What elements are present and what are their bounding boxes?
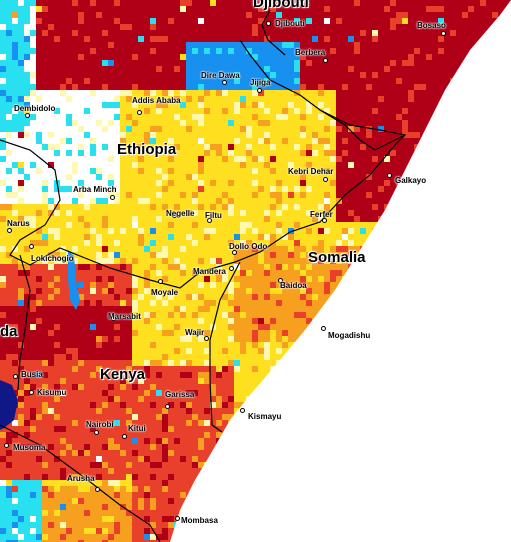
city-label-mandera: Mandera bbox=[193, 267, 226, 276]
city-label-filtu: Filtu bbox=[205, 211, 222, 220]
city-label-dollo-odo: Dollo Odo bbox=[229, 242, 268, 251]
city-label-ferfer: Ferfer bbox=[310, 210, 333, 219]
city-marker-mombasa bbox=[175, 516, 180, 521]
city-marker-mogadishu bbox=[321, 326, 326, 331]
city-marker-moyale bbox=[158, 279, 163, 284]
city-label-garissa: Garissa bbox=[165, 390, 195, 399]
city-label-wajir: Wajir bbox=[185, 328, 205, 337]
city-marker-busia bbox=[13, 374, 18, 379]
city-label-kitui: Kitui bbox=[128, 424, 146, 433]
city-marker-filtu bbox=[207, 218, 212, 223]
city-label-mombasa: Mombasa bbox=[181, 516, 218, 525]
city-label-djibouti: Djibouti bbox=[275, 19, 305, 28]
city-label-marsabit: Marsabit bbox=[108, 312, 141, 321]
city-marker-wajir bbox=[204, 336, 209, 341]
city-label-nairobi: Nairobi bbox=[86, 420, 114, 429]
city-label-bosaso: Bosaso bbox=[417, 21, 446, 30]
city-label-berbera: Berbera bbox=[295, 48, 326, 57]
city-marker-kisumu bbox=[29, 390, 34, 395]
city-marker-dire-dawa bbox=[222, 80, 227, 85]
city-label-kisumu: Kisumu bbox=[37, 388, 67, 397]
city-marker-baidoa bbox=[278, 278, 283, 283]
city-marker-dollo-odo bbox=[232, 250, 237, 255]
city-label-dembidolo: Dembidolo bbox=[14, 104, 56, 113]
city-marker-arba-minch bbox=[110, 195, 115, 200]
country-label-ethiopia: Ethiopia bbox=[117, 141, 177, 158]
city-label-mogadishu: Mogadishu bbox=[328, 331, 371, 340]
city-marker-kitui bbox=[122, 434, 127, 439]
city-marker-bosaso bbox=[441, 31, 446, 36]
city-label-arba-minch: Arba Minch bbox=[73, 185, 117, 194]
city-marker-kismayu bbox=[240, 408, 245, 413]
city-label-addis-ababa: Addis Ababa bbox=[132, 96, 181, 105]
city-label-arusha: Arusha bbox=[67, 474, 95, 483]
city-marker-dembidolo bbox=[25, 113, 30, 118]
city-marker-djibouti bbox=[266, 21, 271, 26]
country-label-kenya: Kenya bbox=[100, 366, 146, 383]
city-marker-arusha bbox=[95, 487, 100, 492]
city-label-narus: Narus bbox=[7, 219, 30, 228]
city-marker-lokichogio bbox=[29, 244, 34, 249]
city-label-busia: Busia bbox=[21, 370, 43, 379]
country-label-somalia: Somalia bbox=[308, 249, 366, 266]
city-label-lokichogio: Lokichogio bbox=[31, 254, 74, 263]
city-marker-garissa bbox=[165, 404, 170, 409]
city-label-musoma: Musoma bbox=[13, 443, 46, 452]
city-label-kebri-dehar: Kebri Dehar bbox=[288, 167, 334, 176]
city-marker-jijiga bbox=[257, 88, 262, 93]
country-borders bbox=[0, 9, 407, 542]
city-marker-addis-ababa bbox=[137, 110, 142, 115]
city-marker-musoma bbox=[4, 443, 9, 448]
country-label-djibouti: Djibouti bbox=[253, 0, 309, 11]
city-marker-kebri-dehar bbox=[323, 177, 328, 182]
city-label-jijiga: Jijiga bbox=[250, 78, 271, 87]
city-marker-marsabit bbox=[111, 316, 116, 321]
city-marker-ferfer bbox=[322, 218, 327, 223]
city-label-baidoa: Baidoa bbox=[280, 281, 307, 290]
city-marker-galkayo bbox=[387, 173, 392, 178]
city-marker-narus bbox=[7, 228, 12, 233]
city-label-dire-dawa: Dire Dawa bbox=[201, 71, 240, 80]
city-marker-berbera bbox=[323, 58, 328, 63]
city-label-galkayo: Galkayo bbox=[395, 176, 427, 185]
city-label-kismayu: Kismayu bbox=[248, 412, 282, 421]
city-marker-nairobi bbox=[94, 430, 99, 435]
city-label-moyale: Moyale bbox=[151, 288, 179, 297]
city-label-negelle: Negelle bbox=[166, 209, 195, 218]
city-marker-negelle bbox=[172, 213, 177, 218]
country-label-uganda-partial: da bbox=[0, 323, 18, 340]
city-marker-mandera bbox=[229, 266, 234, 271]
